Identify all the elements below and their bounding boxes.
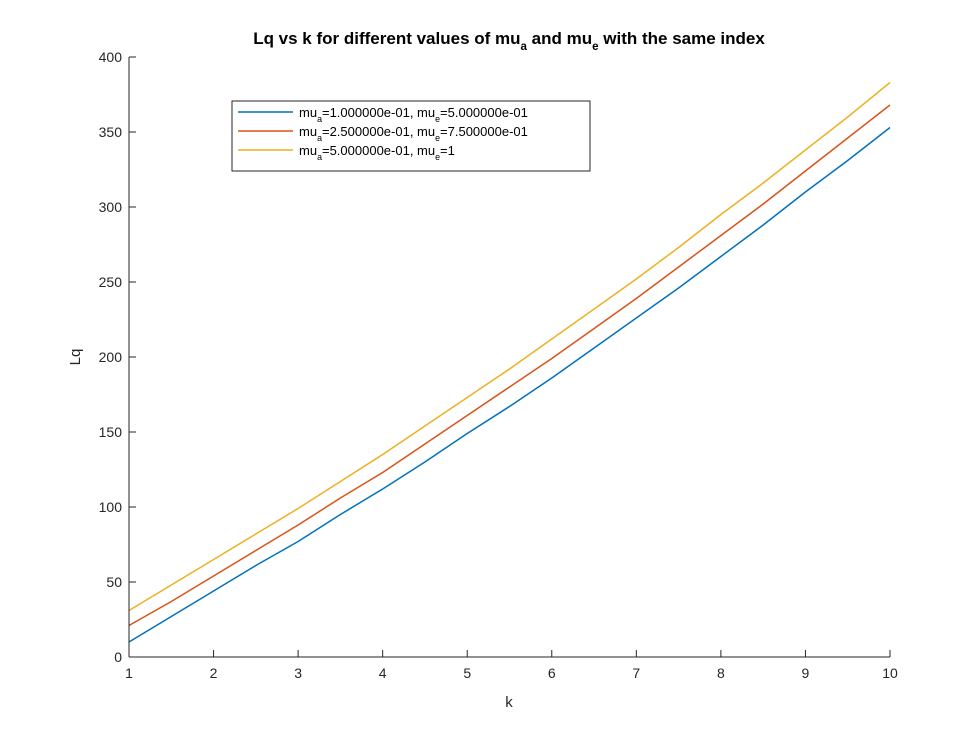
subscript-text: e	[435, 114, 440, 124]
legend: mua=1.000000e-01, mue=5.000000e-01mua=2.…	[231, 100, 591, 172]
y-tick-label: 200	[99, 349, 123, 365]
y-tick-label: 250	[99, 274, 123, 290]
series-line-3	[128, 81, 891, 612]
y-tick-label: 50	[106, 574, 122, 590]
y-axis-label: Lq	[67, 349, 84, 366]
legend-items: mua=1.000000e-01, mue=5.000000e-01mua=2.…	[238, 105, 528, 162]
text-part: with the same index	[599, 29, 766, 48]
subscript-text: e	[435, 133, 440, 143]
series-layer	[128, 81, 891, 643]
subscript-text: a	[521, 41, 528, 53]
series-line-2	[128, 104, 891, 627]
subscript-text: a	[317, 152, 322, 162]
text-part: =1.000000e-01, mu	[322, 105, 435, 120]
x-tick-label: 1	[125, 665, 133, 681]
text-part: mu	[299, 143, 317, 158]
legend-label-2: mua=2.500000e-01, mue=7.500000e-01	[299, 124, 528, 143]
subscript-text: e	[435, 152, 440, 162]
y-tick-label: 0	[114, 649, 122, 665]
x-tick-label: 10	[882, 665, 898, 681]
legend-label-3: mua=5.000000e-01, mue=1	[299, 143, 455, 162]
text-part: =1	[440, 143, 455, 158]
y-tick-label: 150	[99, 424, 123, 440]
text-part: =7.500000e-01	[440, 124, 528, 139]
y-tick-label: 300	[99, 199, 123, 215]
subscript-text: a	[317, 133, 322, 143]
x-tick-label: 6	[548, 665, 556, 681]
x-tick-label: 7	[632, 665, 640, 681]
text-part: mu	[299, 105, 317, 120]
text-part: mu	[299, 124, 317, 139]
x-axis-label: k	[505, 694, 513, 711]
y-tick-label: 400	[99, 49, 123, 65]
subscript-text: a	[317, 114, 322, 124]
x-tick-label: 2	[210, 665, 218, 681]
text-part: Lq vs k for different values of mu	[253, 29, 520, 48]
x-tick-label: 4	[379, 665, 387, 681]
text-part: =2.500000e-01, mu	[322, 124, 435, 139]
series-line-1	[128, 126, 891, 643]
subscript-text: e	[592, 41, 599, 53]
x-tick-label: 5	[463, 665, 471, 681]
x-tick-label: 8	[717, 665, 725, 681]
legend-label-1: mua=1.000000e-01, mue=5.000000e-01	[299, 105, 528, 124]
x-tick-label: 9	[802, 665, 810, 681]
y-tick-label: 350	[99, 124, 123, 140]
text-part: and mu	[527, 29, 592, 48]
y-tick-label: 100	[99, 499, 123, 515]
x-tick-label: 3	[294, 665, 302, 681]
chart-title: Lq vs k for different values of mua and …	[253, 29, 765, 53]
text-part: =5.000000e-01	[440, 105, 528, 120]
text-part: =5.000000e-01, mu	[322, 143, 435, 158]
